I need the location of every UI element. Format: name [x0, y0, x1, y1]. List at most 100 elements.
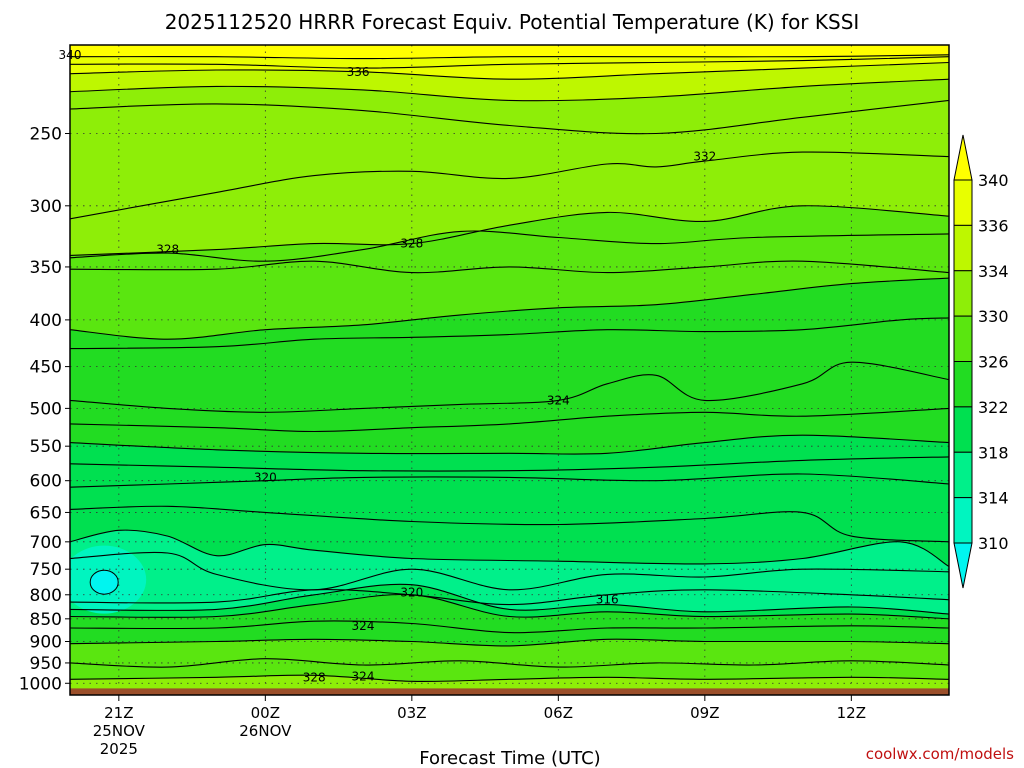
colorbar-label: 310	[978, 534, 1009, 553]
contour-332	[70, 151, 949, 220]
y-tick-label: 450	[30, 358, 62, 378]
y-tick-label: 950	[30, 654, 62, 674]
x-tick-label: 03Z	[397, 704, 426, 722]
contour-336	[70, 61, 949, 80]
y-tick-label: 400	[30, 311, 62, 331]
colorbar-segment	[953, 361, 973, 408]
x-tick-sublabel: 26NOV	[239, 722, 292, 740]
band-fill	[70, 205, 949, 262]
band-fill	[70, 435, 949, 472]
contour-325	[70, 317, 949, 350]
y-tick-label: 650	[30, 503, 62, 523]
contour-label: 332	[693, 150, 716, 164]
colorbar-min-arrow	[953, 542, 973, 589]
contour-label: 324	[352, 619, 375, 633]
y-tick-label: 750	[30, 560, 62, 580]
band-fill	[70, 584, 949, 619]
band-fill	[70, 584, 949, 615]
plot-background	[70, 45, 949, 695]
band-fill	[70, 594, 949, 633]
colorbar-segment	[953, 451, 973, 499]
x-tick-label: 09Z	[690, 704, 719, 722]
contour-320	[70, 473, 949, 488]
y-tick-label: 300	[30, 197, 62, 217]
contour-323	[70, 407, 949, 433]
contour-320	[70, 583, 949, 615]
y-tick-label: 250	[30, 124, 62, 144]
credit-text: coolwx.com/models	[866, 745, 1014, 763]
contour-label: 316	[596, 593, 619, 607]
colorbar-label: 340	[978, 171, 1009, 190]
band-fill	[70, 152, 949, 256]
cold-core	[89, 569, 119, 595]
colorbar-segment	[953, 406, 973, 453]
contour-328	[70, 674, 949, 682]
colorbar-segment	[953, 497, 973, 544]
contour-label: 324	[352, 669, 375, 683]
contour-324	[70, 361, 949, 413]
band-fill	[70, 362, 949, 432]
y-tick-label: 800	[30, 586, 62, 606]
y-tick-label: 1000	[19, 674, 62, 694]
contour-340	[70, 54, 949, 60]
contour-316	[70, 589, 949, 606]
colorbar-segment	[953, 270, 973, 317]
y-tick-label: 500	[30, 399, 62, 419]
contour-333	[70, 99, 949, 135]
colorbar-label: 326	[978, 353, 1009, 372]
contour-319	[70, 505, 949, 543]
x-tick-sublabel: 2025	[100, 740, 138, 758]
y-tick-label: 600	[30, 472, 62, 492]
band-fill	[70, 56, 949, 80]
band-fill	[70, 62, 949, 101]
contour-326	[70, 277, 949, 340]
y-axis-ticks: 2503003504004505005506006507007508008509…	[19, 124, 70, 694]
contour-lines	[70, 54, 949, 682]
contour-label: 320	[254, 470, 277, 484]
contour-318	[70, 529, 949, 567]
contour-label: 328	[303, 670, 326, 684]
band-fill	[70, 639, 949, 668]
x-tick-label: 12Z	[837, 704, 866, 722]
contour-330	[70, 205, 949, 256]
ground-surface	[70, 688, 949, 695]
x-tick-label: 21Z	[104, 704, 133, 722]
band-fill	[70, 231, 949, 273]
x-axis-label: Forecast Time (UTC)	[419, 748, 600, 768]
contour-326	[70, 658, 949, 668]
contour-label: 320	[400, 585, 423, 599]
band-fill	[70, 278, 949, 349]
plot-frame	[69, 44, 950, 696]
contour-328	[70, 230, 949, 262]
colorbar-label: 336	[978, 216, 1009, 235]
colorbar-segment	[953, 179, 973, 226]
contour-334	[70, 78, 949, 102]
colorbar-label: 330	[978, 307, 1009, 326]
contour-322	[70, 593, 949, 620]
band-fill	[70, 261, 949, 340]
colorbar-label: 318	[978, 443, 1009, 462]
colorbar-max-arrow	[953, 134, 973, 181]
x-tick-label: 06Z	[544, 704, 573, 722]
contour-327	[70, 260, 949, 274]
contour-338	[70, 56, 949, 69]
band-fill	[70, 473, 949, 542]
band-fill	[70, 408, 949, 455]
x-tick-label: 00Z	[251, 704, 280, 722]
y-tick-label: 700	[30, 533, 62, 553]
band-fill	[70, 620, 949, 646]
grid-lines	[70, 45, 949, 695]
colorbar-segment	[953, 315, 973, 362]
colorbar-label: 322	[978, 398, 1009, 417]
contour-321	[70, 456, 949, 472]
contour-324	[70, 620, 949, 634]
contour-317	[70, 551, 949, 591]
colorbar-label: 314	[978, 489, 1009, 508]
x-tick-sublabel: 25NOV	[93, 722, 146, 740]
contour-326	[70, 638, 949, 647]
contour-label: 328	[400, 237, 423, 251]
band-fill	[70, 552, 949, 605]
